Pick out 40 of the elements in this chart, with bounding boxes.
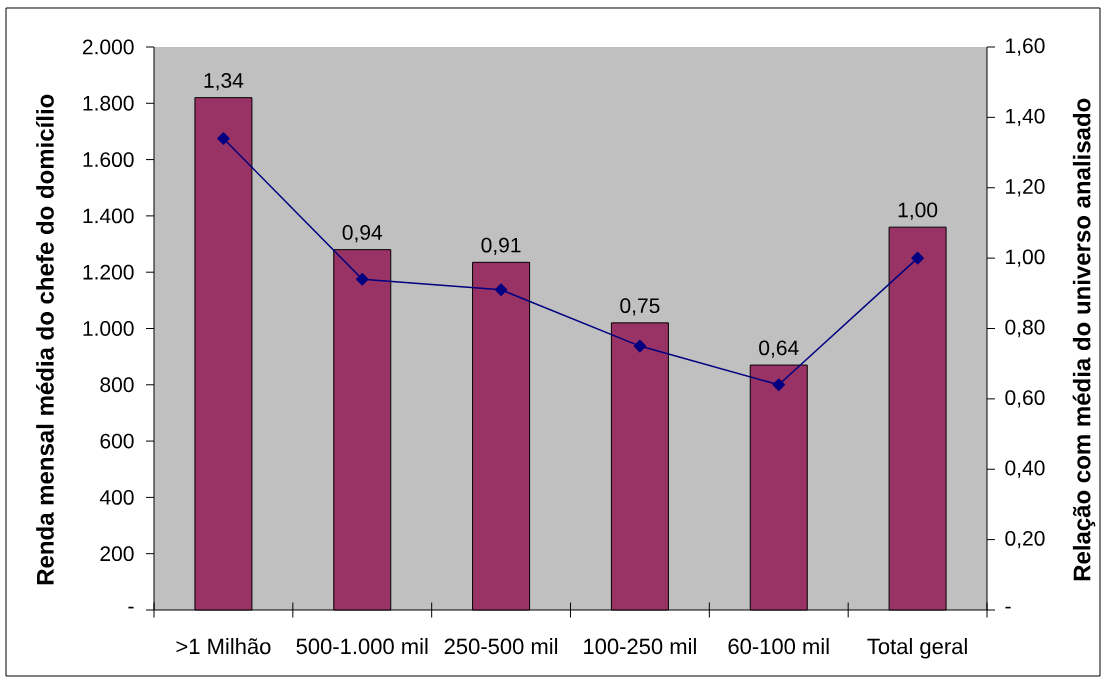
data-label: 0,94 (342, 225, 383, 243)
y-tick-label: 400 (99, 489, 134, 505)
y2-tick-label: 0,60 (1005, 390, 1045, 408)
y2-tick-label: 0,20 (1005, 530, 1045, 549)
y-tick-label: 1.000 (83, 321, 134, 336)
point (633, 339, 647, 353)
y2-tick-label: 0,80 (1005, 319, 1045, 338)
y2-tick-label: 1,40 (1006, 108, 1045, 127)
y-tick-label: 2.000 (82, 39, 134, 55)
x-tick-label: 250-500 mil (444, 638, 558, 655)
y-tick-label: 1.600 (83, 152, 134, 168)
y2-tick-label: 1,60 (1006, 38, 1045, 56)
point (772, 378, 786, 392)
y2-axis-title: Relação com média do universo analisado (1072, 98, 1096, 581)
x-tick-label: 500-1.000 mil (296, 638, 428, 655)
point (217, 132, 230, 145)
x-tick-label: >1 Milhão (176, 638, 271, 655)
y-tick-label: 800 (100, 377, 134, 393)
point (911, 251, 924, 265)
y-tick-label: - (128, 606, 134, 609)
y-tick-label: 200 (100, 546, 134, 562)
y2-tick-label: - (1005, 606, 1011, 609)
data-label: 0,64 (759, 340, 799, 358)
y-tick-label: 1.200 (83, 264, 134, 280)
y-tick-label: 1.800 (83, 95, 134, 111)
y2-tick-label: 1,00 (1006, 249, 1045, 267)
y-axis-title: Renda mensal média do chefe do domicílio (35, 94, 54, 585)
y2-tick-label: 0,40 (1005, 460, 1045, 478)
data-label: 0,75 (620, 298, 660, 316)
x-tick-label: 100-250 mil (584, 638, 696, 655)
point (494, 283, 508, 297)
data-label: 1,34 (204, 73, 244, 91)
y-tick-label: 1.400 (83, 208, 134, 224)
x-tick-label: 60-100 mil (728, 638, 829, 655)
x-tick-label: Total geral (867, 638, 967, 659)
point (355, 272, 369, 286)
y2-tick-label: 1,20 (1006, 179, 1045, 197)
y-tick-label: 600 (100, 433, 134, 449)
data-label: 1,00 (898, 202, 938, 220)
data-label: 0,91 (481, 237, 521, 256)
